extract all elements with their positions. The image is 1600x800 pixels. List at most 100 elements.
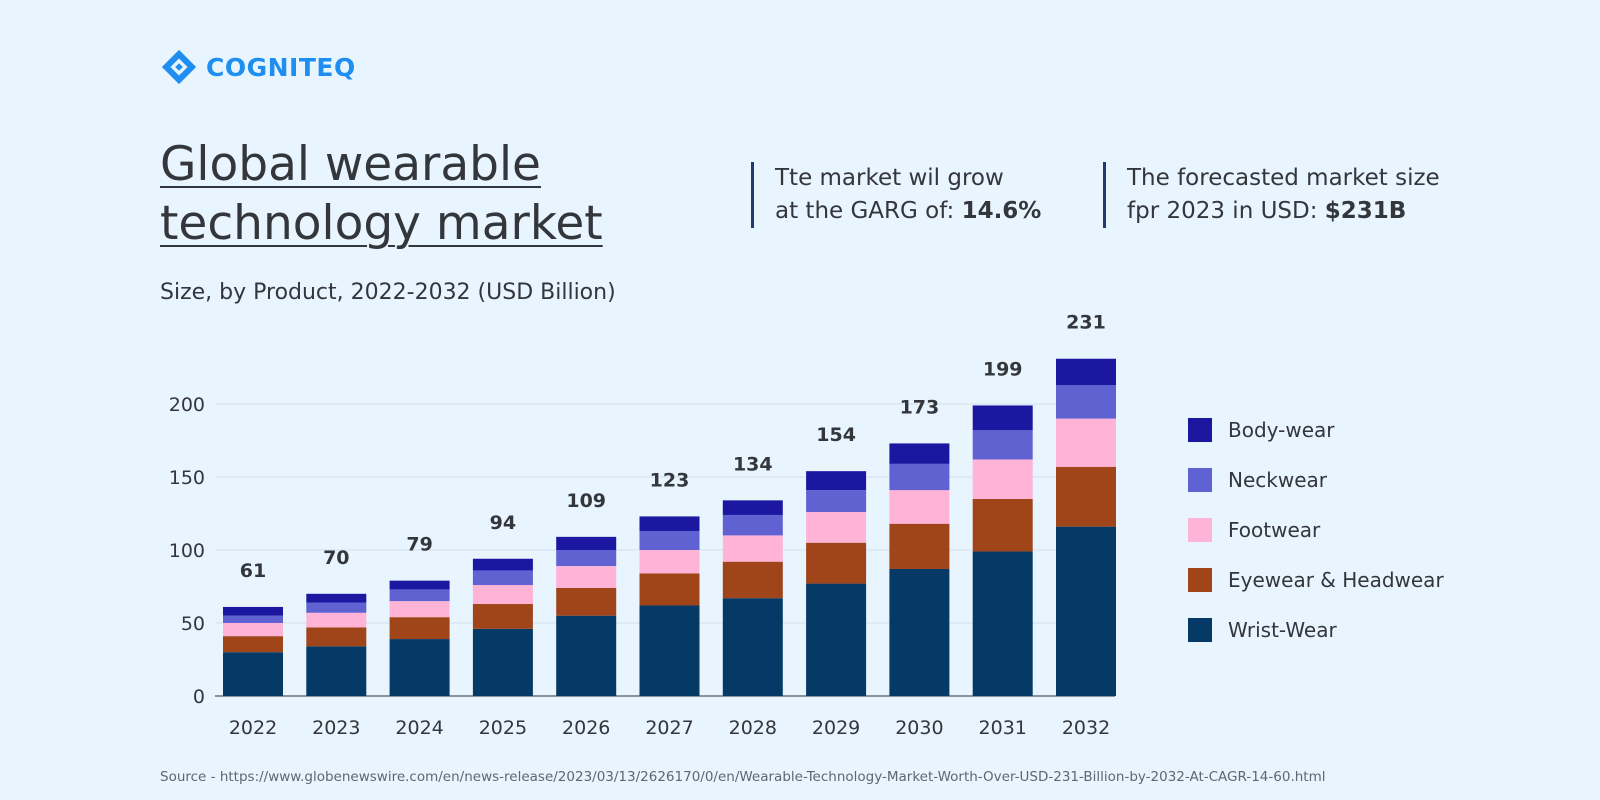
stat-market-size-prefix: fpr 2023 in USD: (1127, 198, 1325, 224)
x-tick-label-2029: 2029 (812, 717, 860, 739)
bar-2022-neckwear (223, 615, 283, 623)
bar-2025-neckwear (472, 570, 533, 586)
stat-cagr: Tte market wil grow at the GARG of: 14.6… (751, 162, 1041, 228)
bar-2026-eyewear-headwear (556, 587, 617, 616)
bar-2022-body-wear (223, 606, 283, 616)
total-label-2031: 199 (983, 358, 1023, 380)
x-tick-label-2024: 2024 (395, 717, 443, 739)
x-tick-label-2022: 2022 (229, 717, 277, 739)
bar-2029-footwear (806, 512, 867, 543)
brand-logo: COGNITEQ (160, 48, 356, 86)
x-tick-label-2025: 2025 (479, 717, 527, 739)
bar-2031-eyewear-headwear (972, 498, 1033, 552)
bar-2022-footwear (223, 623, 283, 637)
total-label-2025: 94 (490, 512, 516, 534)
bar-2027-neckwear (639, 531, 700, 550)
bar-2031-wrist-wear (972, 551, 1033, 696)
legend-label-footwear: Footwear (1228, 518, 1321, 542)
bar-2028-neckwear (722, 514, 783, 536)
bar-2030-footwear (889, 490, 950, 524)
bar-2024-neckwear (389, 589, 450, 602)
y-tick-label-100: 100 (169, 540, 205, 562)
total-label-2029: 154 (816, 424, 856, 446)
total-label-2022: 61 (240, 560, 266, 582)
bar-2031-body-wear (972, 405, 1033, 431)
legend-swatch-footwear (1188, 518, 1212, 542)
page-title-line2: technology market (160, 196, 603, 251)
legend-label-neckwear: Neckwear (1228, 468, 1328, 492)
bar-2024-wrist-wear (389, 639, 450, 696)
legend-label-body-wear: Body-wear (1228, 418, 1335, 442)
stat-cagr-prefix: at the GARG of: (775, 198, 962, 224)
bar-2023-footwear (306, 612, 367, 628)
bar-2024-footwear (389, 601, 450, 618)
bar-2029-eyewear-headwear (806, 542, 867, 584)
source-note: Source - https://www.globenewswire.com/e… (160, 769, 1326, 785)
bar-2027-eyewear-headwear (639, 573, 700, 606)
bar-2025-eyewear-headwear (472, 604, 533, 629)
stat-market-size: The forecasted market size fpr 2023 in U… (1103, 162, 1440, 228)
stat-cagr-line1: Tte market wil grow (775, 165, 1004, 191)
y-tick-label-50: 50 (181, 613, 205, 635)
bar-2028-footwear (722, 535, 783, 562)
x-tick-label-2030: 2030 (895, 717, 943, 739)
legend-label-eyewear-headwear: Eyewear & Headwear (1228, 568, 1444, 592)
bar-2026-body-wear (556, 536, 617, 550)
brand-name: COGNITEQ (206, 52, 356, 82)
bar-2026-neckwear (556, 550, 617, 567)
stat-market-size-line1: The forecasted market size (1127, 165, 1440, 191)
total-label-2023: 70 (323, 547, 349, 569)
bar-2022-wrist-wear (223, 652, 283, 696)
bar-2022-eyewear-headwear (223, 636, 283, 653)
page-title: Global wearable technology market (160, 135, 603, 253)
x-tick-label-2023: 2023 (312, 717, 360, 739)
bar-2025-body-wear (472, 558, 533, 571)
total-label-2030: 173 (900, 396, 940, 418)
bar-2032-wrist-wear (1056, 526, 1116, 696)
bar-2027-body-wear (639, 516, 700, 532)
x-tick-label-2031: 2031 (979, 717, 1027, 739)
y-tick-label-150: 150 (169, 467, 205, 489)
x-tick-label-2027: 2027 (645, 717, 693, 739)
bar-2031-neckwear (972, 430, 1033, 460)
bar-2023-eyewear-headwear (306, 627, 367, 647)
bar-2029-wrist-wear (806, 583, 867, 696)
y-tick-label-200: 200 (169, 394, 205, 416)
bar-2030-eyewear-headwear (889, 523, 950, 569)
bar-2026-footwear (556, 566, 617, 588)
total-label-2027: 123 (650, 469, 690, 491)
chart-subtitle: Size, by Product, 2022-2032 (USD Billion… (160, 280, 616, 305)
bar-2024-body-wear (389, 580, 450, 590)
bar-2027-footwear (639, 550, 700, 574)
stat-cagr-line2: at the GARG of: 14.6% (775, 195, 1041, 228)
bar-2032-eyewear-headwear (1056, 466, 1116, 527)
bar-2032-body-wear (1056, 358, 1116, 386)
bar-2024-eyewear-headwear (389, 617, 450, 640)
bar-2028-eyewear-headwear (722, 561, 783, 599)
legend-swatch-wrist-wear (1188, 618, 1212, 642)
legend-swatch-neckwear (1188, 468, 1212, 492)
bar-2023-wrist-wear (306, 646, 367, 696)
bar-2023-neckwear (306, 602, 367, 613)
bar-2030-neckwear (889, 463, 950, 491)
cogniteq-logo-icon (161, 49, 197, 85)
bar-2029-neckwear (806, 490, 867, 513)
bar-2028-wrist-wear (722, 598, 783, 696)
legend-swatch-eyewear-headwear (1188, 568, 1212, 592)
total-label-2028: 134 (733, 453, 773, 475)
stat-market-size-value: $231B (1324, 198, 1407, 224)
total-label-2024: 79 (406, 534, 432, 556)
bar-2025-footwear (472, 585, 533, 605)
total-label-2032: 231 (1066, 312, 1106, 334)
page-title-line1: Global wearable (160, 137, 541, 192)
x-tick-label-2026: 2026 (562, 717, 610, 739)
total-label-2026: 109 (566, 490, 606, 512)
legend-swatch-body-wear (1188, 418, 1212, 442)
x-tick-label-2032: 2032 (1062, 717, 1110, 739)
bar-2032-neckwear (1056, 385, 1116, 419)
y-tick-label-0: 0 (193, 686, 205, 708)
bar-2026-wrist-wear (556, 615, 617, 696)
bar-2030-wrist-wear (889, 568, 950, 696)
bar-2027-wrist-wear (639, 605, 700, 696)
